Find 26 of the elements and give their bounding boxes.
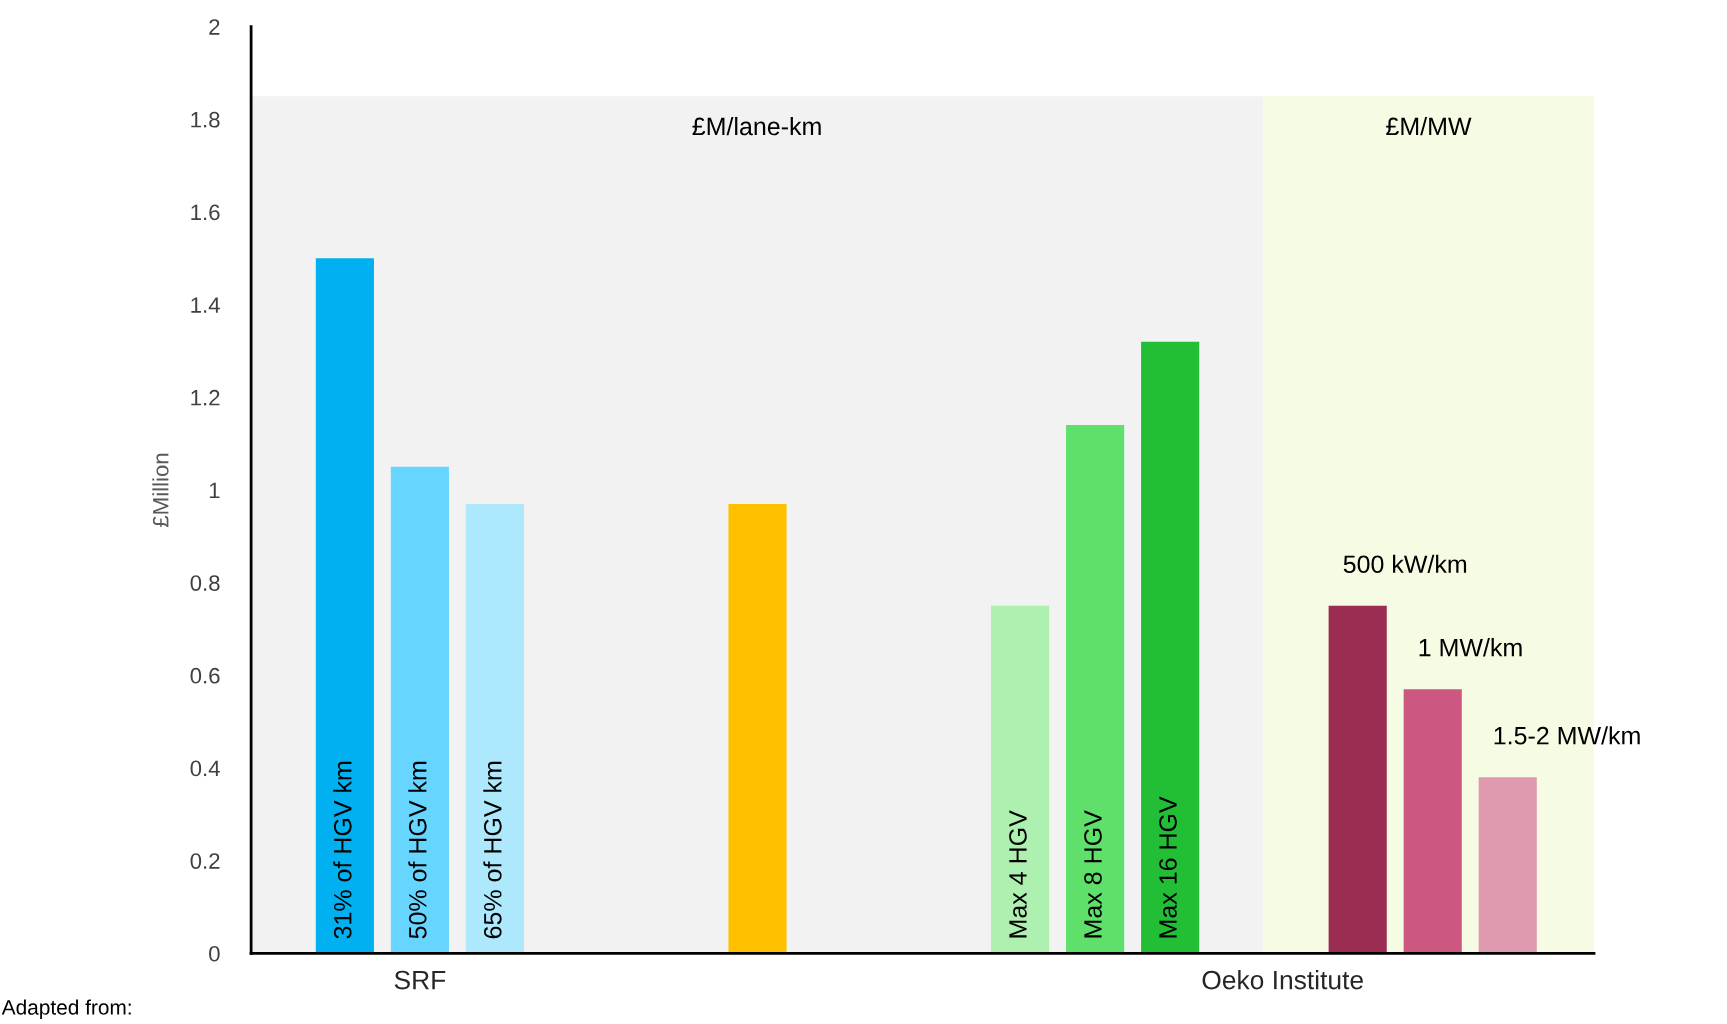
series-label: 1 MW/km (1419, 638, 1522, 657)
y-tick-label: 1.2 (191, 389, 220, 406)
series-label: Max 4 HGV (1009, 810, 1027, 938)
y-tick-label: 1.6 (191, 204, 220, 221)
series-label: 50% of HGV km (408, 761, 427, 939)
y-tick-label: 2 (209, 19, 220, 35)
y-tick-label: 0.6 (190, 667, 220, 684)
series-label: Max 16 HGV (1159, 796, 1177, 938)
x-tick-label: SRF (394, 970, 446, 990)
annotation: £M/MW (1386, 116, 1472, 136)
y-tick-label: 1.4 (191, 297, 220, 313)
y-tick-label: 0.4 (190, 760, 220, 777)
y-axis-title: £Million (152, 453, 169, 528)
y-tick-label: 1.8 (191, 111, 220, 128)
y-tick-label: 0.8 (190, 575, 220, 591)
y-tick-label: 0 (209, 945, 220, 962)
x-tick-label: Oeko Institute (1202, 970, 1363, 990)
series-label: Max 8 HGV (1084, 810, 1102, 938)
y-tick-label: 0.2 (190, 853, 220, 869)
y-tick-label: 1 (209, 482, 220, 499)
text: Adapted from: (1, 999, 131, 1019)
series-label: 1.5-2 MW/km (1494, 726, 1640, 745)
annotation: £M/lane-km (692, 116, 821, 136)
series-label: 65% of HGV km (483, 761, 502, 939)
series-label: 500 kW/km (1343, 554, 1467, 574)
series-label: 31% of HGV km (333, 761, 352, 939)
